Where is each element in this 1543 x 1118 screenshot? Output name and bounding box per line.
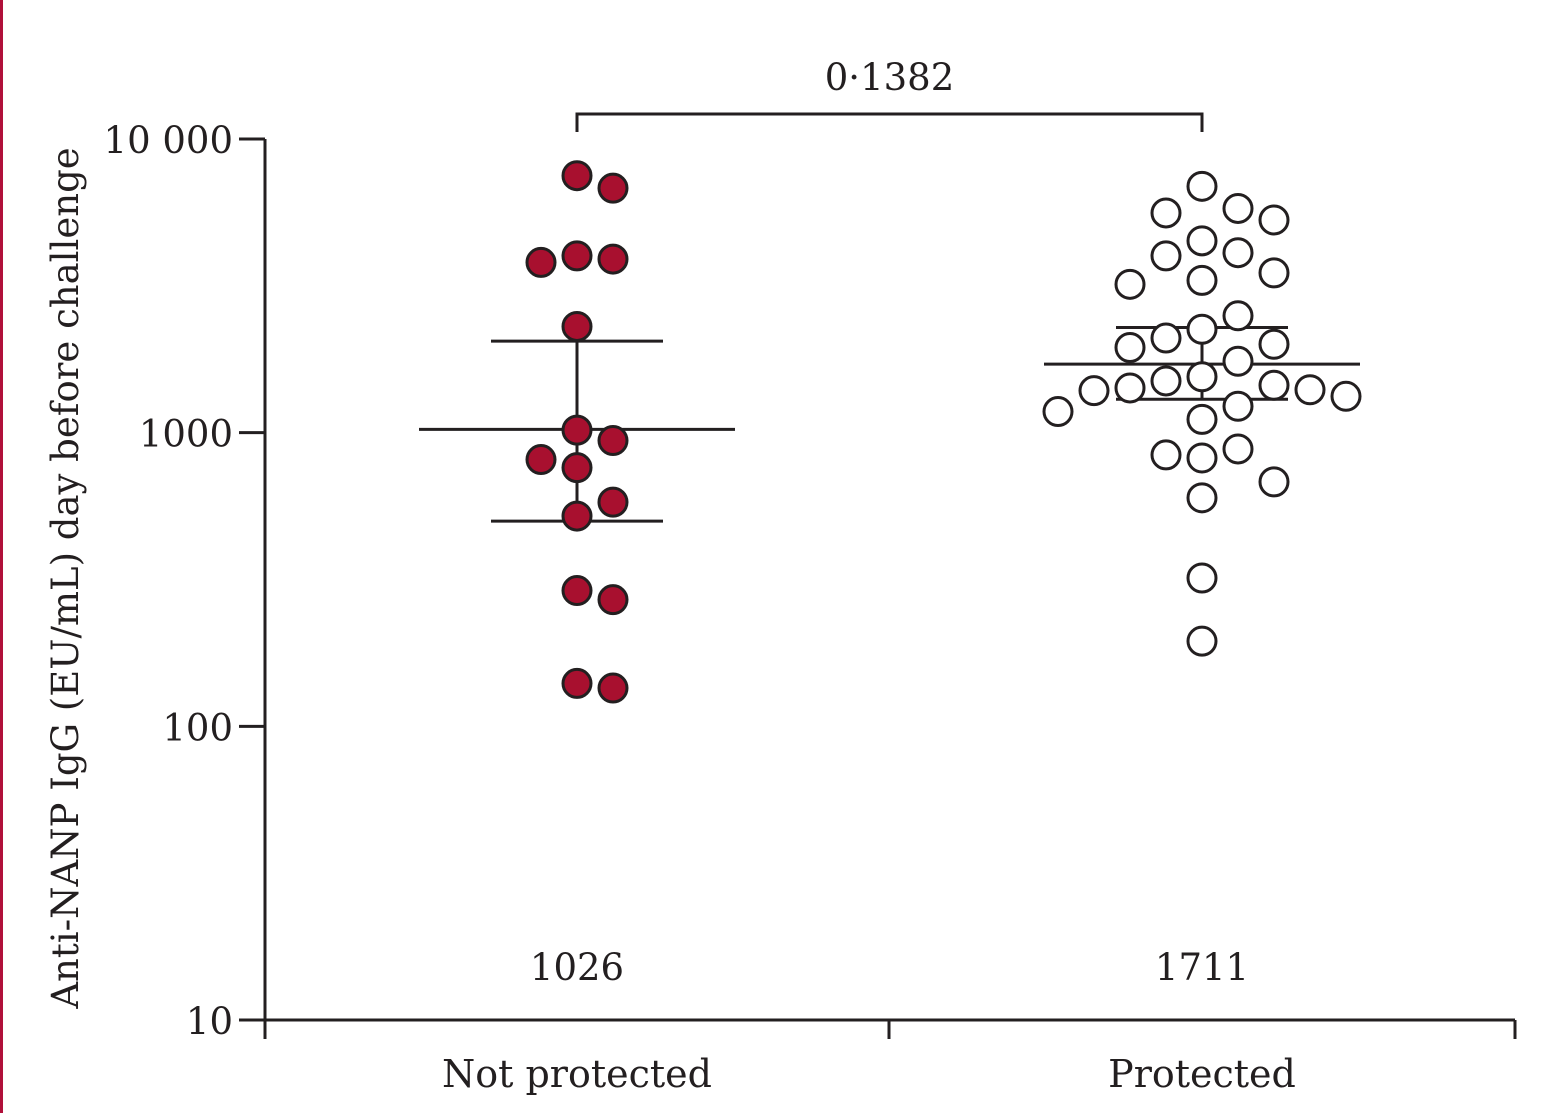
data-point-protected (1150, 439, 1182, 471)
data-point-protected (1078, 375, 1110, 407)
median-value-label: 1711 (1155, 946, 1249, 989)
data-point-protected (1258, 369, 1290, 401)
data-point-not-protected (597, 172, 629, 204)
data-point-protected (1222, 433, 1254, 465)
data-point-protected (1330, 380, 1362, 412)
y-tick-label: 1000 (139, 413, 233, 456)
x-category-label: Protected (1108, 1052, 1296, 1096)
data-point-not-protected (525, 444, 557, 476)
data-points (525, 160, 1362, 704)
data-point-not-protected (561, 240, 593, 272)
data-point-protected (1186, 482, 1218, 514)
data-point-not-protected (597, 486, 629, 518)
data-point-protected (1186, 442, 1218, 474)
data-point-protected (1186, 170, 1218, 202)
summary-statistics (419, 326, 1360, 523)
data-point-protected (1294, 374, 1326, 406)
median-value-label: 1026 (530, 946, 624, 989)
data-point-not-protected (597, 425, 629, 457)
data-point-not-protected (561, 667, 593, 699)
data-point-protected (1150, 240, 1182, 272)
p-value-label: 0·1382 (825, 56, 954, 99)
data-point-protected (1186, 625, 1218, 657)
y-ticks: 10 100 1000 10 000 (104, 119, 265, 1043)
data-point-protected (1150, 197, 1182, 229)
data-point-protected (1258, 466, 1290, 498)
data-point-not-protected (597, 584, 629, 616)
data-point-protected (1186, 562, 1218, 594)
y-tick-label: 10 000 (104, 119, 233, 162)
data-point-protected (1258, 328, 1290, 360)
labels: Not protected Protected 0·1382 1026 1711 (442, 56, 1296, 1096)
data-point-not-protected (561, 310, 593, 342)
data-point-protected (1222, 237, 1254, 269)
data-point-protected (1186, 313, 1218, 345)
data-point-protected (1186, 361, 1218, 393)
data-point-protected (1258, 204, 1290, 236)
data-point-protected (1114, 372, 1146, 404)
data-point-not-protected (597, 243, 629, 275)
y-tick-label: 10 (186, 1000, 233, 1043)
y-tick-label: 100 (162, 706, 233, 749)
data-point-not-protected (561, 452, 593, 484)
data-point-protected (1114, 331, 1146, 363)
data-point-protected (1150, 322, 1182, 354)
data-point-protected (1222, 300, 1254, 332)
data-point-not-protected (561, 414, 593, 446)
axes (263, 139, 1517, 1039)
data-point-protected (1042, 396, 1074, 428)
data-point-protected (1222, 192, 1254, 224)
data-point-protected (1186, 403, 1218, 435)
data-point-not-protected (561, 160, 593, 192)
data-point-protected (1222, 345, 1254, 377)
data-point-protected (1258, 257, 1290, 289)
data-point-protected (1150, 365, 1182, 397)
data-point-not-protected (561, 575, 593, 607)
data-point-not-protected (597, 672, 629, 704)
data-point-protected (1186, 264, 1218, 296)
data-point-protected (1114, 268, 1146, 300)
data-point-not-protected (525, 246, 557, 278)
x-category-label: Not protected (442, 1052, 712, 1096)
data-point-protected (1186, 225, 1218, 257)
data-point-protected (1222, 390, 1254, 422)
data-point-not-protected (561, 500, 593, 532)
y-axis-label: Anti-NANP IgG (EU/mL) day before challen… (44, 147, 87, 1009)
page-edge-accent (0, 0, 3, 1113)
comparison-bracket (575, 112, 1204, 132)
